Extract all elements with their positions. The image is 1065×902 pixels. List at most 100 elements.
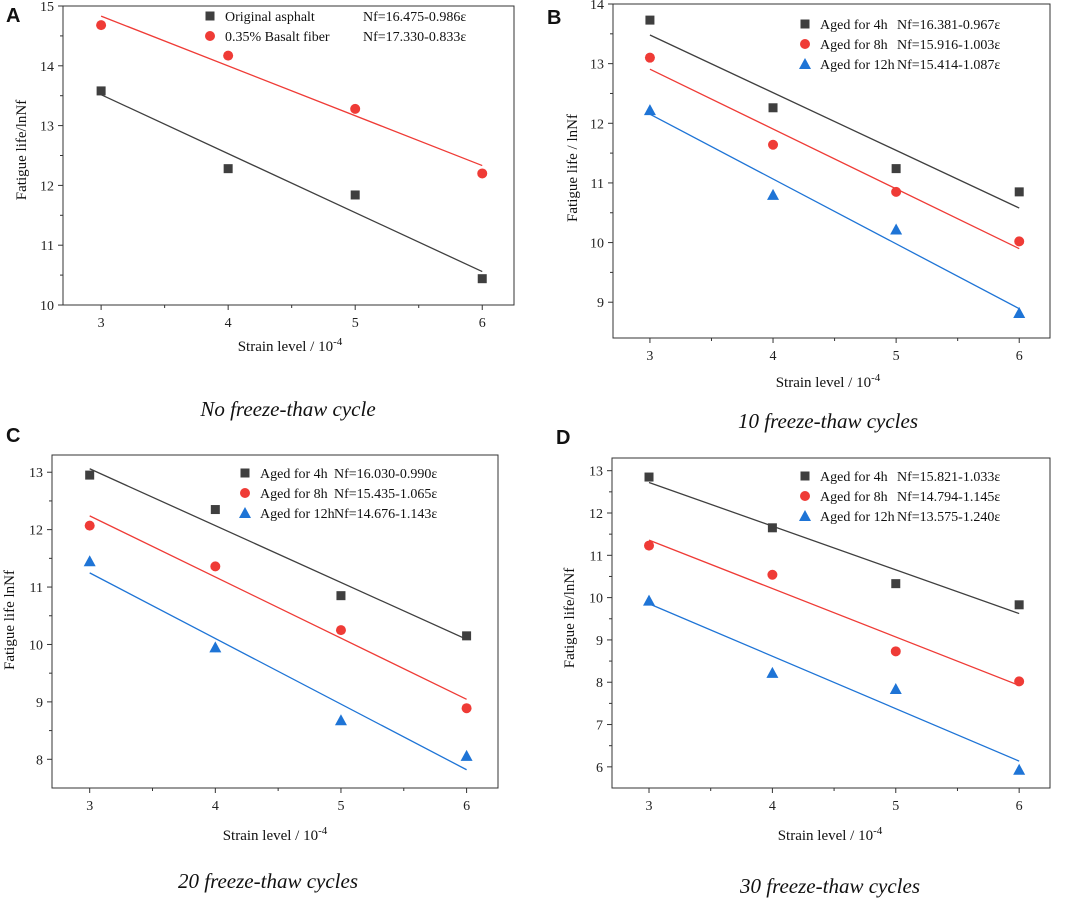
data-point-s2-2: [210, 561, 221, 572]
y-tick-label: 12: [40, 179, 54, 194]
y-tick-label: 13: [29, 466, 43, 481]
data-point-s2-1: [84, 520, 95, 531]
data-point-s1-4: [1014, 600, 1024, 610]
legend-equation-2: Nf=15.916-1.003ε: [897, 38, 1000, 53]
legend-equation-2: Nf=15.435-1.065ε: [334, 487, 437, 502]
legend-marker-1: [240, 468, 250, 478]
legend-label-2: 0.35% Basalt fiber: [225, 30, 330, 45]
y-tick-label: 15: [40, 0, 54, 15]
legend-label-1: Aged for 4h: [260, 467, 328, 482]
y-tick-label: 7: [596, 719, 603, 734]
legend-marker-2: [800, 491, 810, 501]
x-tick-label: 6: [1016, 799, 1023, 814]
x-tick-label: 6: [463, 799, 470, 814]
chart-panel-d: D 3 4 5 6 6 7 8 9 10 11 12 13 Strain level / 10-4 Fati…: [556, 427, 1051, 898]
data-point-s2-4: [1014, 236, 1025, 247]
legend-equation-1: Nf=16.030-0.990ε: [334, 467, 437, 482]
plot-frame: [611, 457, 1051, 789]
data-point-s3-4: [460, 749, 473, 761]
data-point-s1-4: [477, 274, 487, 284]
data-point-s2-2: [768, 139, 779, 150]
y-tick-label: 11: [30, 581, 43, 596]
data-point-s2-3: [891, 186, 902, 197]
data-point-s2-4: [1014, 676, 1025, 687]
chart-panel-c: C 3 4 5 6 8 9 10 11 12 13 Strain level / 10-4 Fatigu…: [2, 425, 499, 893]
legend-marker-2: [800, 39, 810, 49]
legend-marker-1: [800, 19, 810, 29]
y-tick-label: 13: [40, 120, 54, 135]
data-point-s1-2: [768, 103, 778, 113]
x-tick-label: 6: [479, 316, 486, 331]
data-point-s2-4: [461, 703, 472, 714]
y-tick-label: 10: [589, 592, 603, 607]
fit-line-3: [89, 572, 467, 771]
x-axis-label: Strain level / 10-4: [223, 825, 328, 844]
data-point-s3-4: [1013, 306, 1026, 318]
x-tick-label: 5: [337, 799, 344, 814]
chart-panel-b: B 3 4 5 6 9 10 11 12 13 14 Strain level / 10-4 Fatig…: [547, 0, 1051, 433]
legend-label-2: Aged for 8h: [820, 38, 888, 53]
x-axis-label: Strain level / 10-4: [778, 825, 883, 844]
data-point-s2-3: [335, 625, 346, 636]
legend-label-3: Aged for 12h: [820, 510, 895, 525]
y-tick-label: 12: [29, 524, 43, 539]
legend-equation-2: Nf=14.794-1.145ε: [897, 490, 1000, 505]
legend-label-1: Aged for 4h: [820, 18, 888, 33]
legend-marker-2: [240, 488, 250, 498]
data-point-s2-2: [767, 569, 778, 580]
y-tick-label: 9: [36, 696, 43, 711]
legend-equation-1: Nf=15.821-1.033ε: [897, 470, 1000, 485]
data-point-s1-3: [336, 591, 346, 601]
plot-frame: [612, 3, 1051, 339]
x-tick-label: 3: [86, 799, 93, 814]
x-tick-label: 5: [352, 316, 359, 331]
legend-equation-3: Nf=13.575-1.240ε: [897, 510, 1000, 525]
panel-label: C: [6, 425, 20, 447]
y-tick-label: 8: [596, 676, 603, 691]
data-point-s3-1: [643, 104, 656, 116]
data-point-s2-3: [350, 103, 361, 114]
data-point-s2-1: [644, 52, 655, 63]
data-point-s2-3: [890, 646, 901, 657]
x-tick-label: 6: [1016, 349, 1023, 364]
legend-marker-2: [205, 31, 215, 41]
x-tick-label: 5: [893, 349, 900, 364]
legend-equation-2: Nf=17.330-0.833ε: [363, 30, 466, 45]
y-axis-label: Fatigue life/lnNf: [562, 568, 578, 668]
fit-line-2: [649, 68, 1020, 250]
panel-caption: 20 freeze-thaw cycles: [178, 869, 358, 893]
legend-marker-3: [239, 507, 251, 518]
y-tick-label: 9: [596, 634, 603, 649]
data-point-s1-2: [767, 523, 777, 533]
legend-equation-3: Nf=15.414-1.087ε: [897, 58, 1000, 73]
fit-line-1: [89, 468, 467, 640]
panel-label: D: [556, 427, 570, 449]
data-point-s2-1: [96, 20, 107, 31]
data-point-s3-2: [766, 666, 779, 678]
y-tick-label: 14: [590, 0, 604, 13]
legend-equation-1: Nf=16.475-0.986ε: [363, 10, 466, 25]
data-point-s1-1: [85, 470, 95, 480]
fit-line-3: [649, 113, 1020, 310]
y-tick-label: 11: [41, 239, 54, 254]
chart-panel-a: A 3 4 5 6 10 11 12 13 14 15 Strain level / 10-4 Fati…: [6, 0, 515, 421]
y-axis-label: Fatigue life/lnNf: [14, 100, 30, 200]
x-tick-label: 3: [646, 799, 653, 814]
y-tick-label: 11: [591, 177, 604, 192]
panel-caption: No freeze-thaw cycle: [199, 397, 375, 421]
legend-label-1: Original asphalt: [225, 10, 315, 25]
fit-line-2: [89, 515, 467, 700]
data-point-s3-1: [643, 594, 656, 606]
legend-marker-1: [205, 11, 215, 21]
panel-caption: 30 freeze-thaw cycles: [739, 874, 920, 898]
panel-label: B: [547, 7, 561, 29]
fit-line-1: [649, 34, 1020, 209]
data-point-s3-4: [1013, 763, 1026, 775]
x-tick-label: 3: [98, 316, 105, 331]
legend-label-1: Aged for 4h: [820, 470, 888, 485]
x-tick-label: 4: [225, 316, 232, 331]
fit-line-1: [648, 481, 1020, 615]
y-axis-label: Fatigue life / lnNf: [565, 114, 581, 222]
